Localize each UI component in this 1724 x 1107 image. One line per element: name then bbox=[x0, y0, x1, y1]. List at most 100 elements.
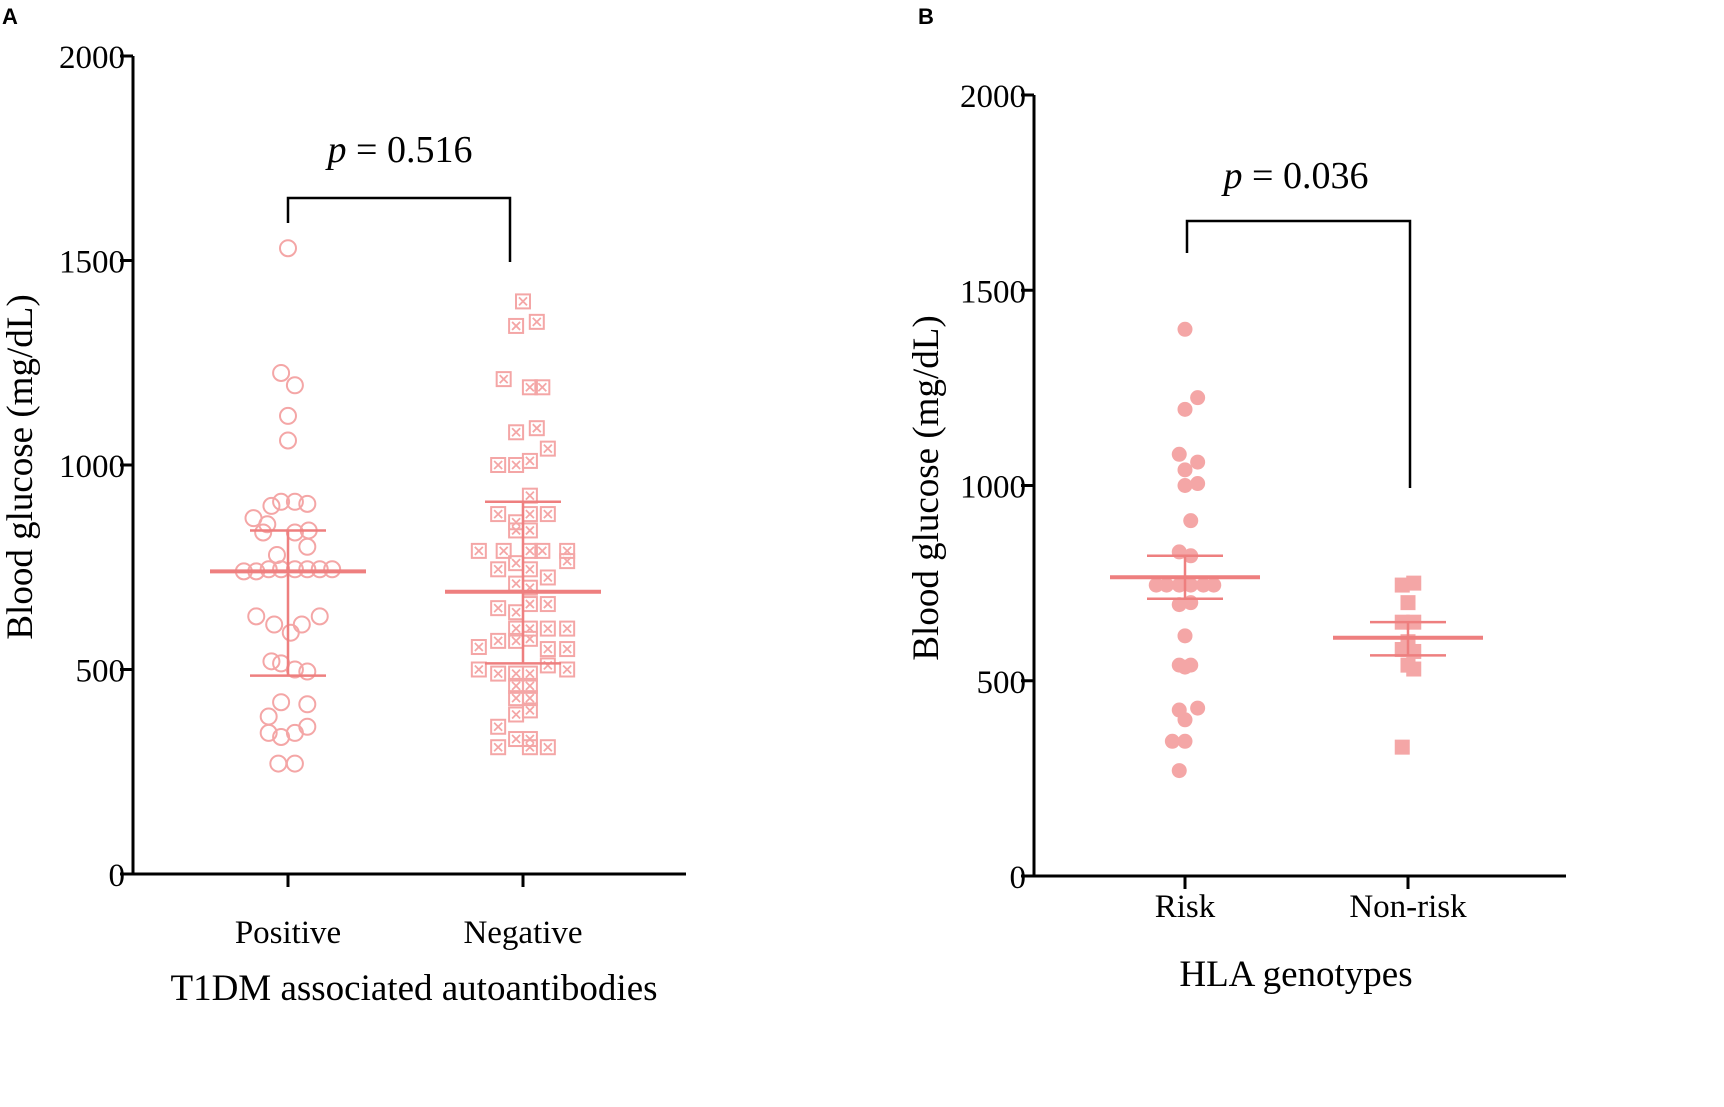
data-point bbox=[521, 522, 538, 539]
data-point bbox=[279, 239, 297, 258]
y-tick-label: 1500 bbox=[960, 274, 1026, 310]
data-point bbox=[258, 515, 277, 534]
data-point bbox=[310, 607, 329, 626]
data-point bbox=[1394, 642, 1410, 658]
data-point-box bbox=[521, 379, 538, 396]
data-point-box bbox=[539, 657, 556, 674]
data-point-box bbox=[539, 569, 556, 586]
data-point-cross bbox=[511, 668, 521, 679]
panel-b-x-axis-title: HLA genotypes bbox=[1179, 954, 1412, 995]
data-point-box bbox=[539, 440, 556, 457]
data-point bbox=[298, 717, 317, 736]
data-point bbox=[490, 632, 507, 649]
data-point bbox=[285, 723, 304, 742]
data-point-box bbox=[521, 665, 538, 682]
data-point-cross bbox=[511, 558, 521, 568]
data-point bbox=[521, 561, 538, 578]
data-point bbox=[298, 494, 317, 513]
data-point bbox=[521, 630, 538, 647]
panel-b-pvalue-p: p bbox=[1221, 155, 1243, 197]
data-point bbox=[508, 457, 525, 473]
data-point-cross bbox=[525, 382, 535, 392]
data-point-cross bbox=[499, 546, 509, 556]
data-point bbox=[281, 623, 300, 642]
data-point-cross bbox=[518, 296, 528, 307]
data-point bbox=[1394, 739, 1410, 755]
data-point bbox=[539, 657, 556, 674]
data-point bbox=[279, 431, 297, 450]
data-point bbox=[470, 661, 487, 678]
data-point bbox=[521, 506, 538, 523]
data-point bbox=[508, 317, 525, 334]
data-point bbox=[272, 693, 291, 712]
data-point-cross bbox=[543, 572, 553, 583]
data-point-box bbox=[470, 639, 487, 656]
data-point bbox=[265, 615, 284, 634]
data-point-cross bbox=[525, 634, 535, 644]
data-point bbox=[259, 723, 278, 742]
x-tick-label: Negative bbox=[463, 915, 582, 951]
data-point bbox=[285, 492, 304, 511]
data-point bbox=[534, 542, 551, 559]
y-tick-label: 500 bbox=[76, 654, 126, 690]
data-point bbox=[539, 506, 556, 523]
data-point-box bbox=[490, 561, 507, 578]
data-point bbox=[310, 560, 329, 579]
data-point-cross bbox=[499, 374, 509, 384]
panel-b-points bbox=[1148, 321, 1422, 779]
data-point bbox=[269, 754, 288, 773]
panel-b-summary-bars bbox=[1110, 554, 1483, 657]
panel-b-y-ticks: 0 500 1000 1500 2000 bbox=[960, 79, 1034, 896]
data-point bbox=[1171, 763, 1187, 779]
data-point bbox=[470, 639, 487, 656]
data-point-cross bbox=[511, 517, 521, 527]
data-point bbox=[539, 569, 556, 586]
data-point-cross bbox=[511, 693, 521, 703]
data-point-cross bbox=[543, 742, 553, 752]
data-point bbox=[1190, 476, 1206, 492]
data-point-cross bbox=[525, 456, 535, 466]
data-point bbox=[298, 695, 317, 714]
data-point bbox=[1190, 700, 1206, 716]
data-point bbox=[1400, 595, 1416, 611]
data-point-cross bbox=[525, 491, 535, 501]
data-point-box bbox=[528, 420, 545, 437]
y-tick-label: 2000 bbox=[960, 79, 1026, 115]
panel-a-pvalue-p: p bbox=[325, 129, 347, 171]
data-point bbox=[1177, 733, 1193, 749]
data-point-box bbox=[490, 457, 507, 473]
data-point-box bbox=[521, 690, 538, 707]
data-point bbox=[272, 363, 291, 382]
data-point-cross bbox=[525, 681, 535, 691]
data-point bbox=[298, 662, 317, 681]
data-point-box bbox=[539, 620, 556, 637]
panel-b-pvalue: p = 0.036 bbox=[1221, 155, 1369, 197]
data-point-box bbox=[490, 665, 507, 682]
data-point-box bbox=[490, 632, 507, 649]
data-point-cross bbox=[525, 668, 535, 679]
panel-b-significance-bracket bbox=[1185, 219, 1412, 488]
data-point-box bbox=[539, 596, 556, 613]
data-point bbox=[508, 604, 525, 621]
data-point bbox=[534, 379, 551, 396]
x-tick-label: Non-risk bbox=[1349, 889, 1467, 925]
data-point-cross bbox=[474, 642, 484, 652]
data-point bbox=[495, 371, 512, 388]
data-point-cross bbox=[511, 607, 521, 617]
data-point bbox=[495, 542, 512, 559]
data-point-cross bbox=[493, 668, 503, 679]
data-point-box bbox=[508, 317, 525, 334]
data-point-box bbox=[490, 739, 507, 756]
data-point-cross bbox=[493, 460, 503, 470]
panel-b-x-ticks: Risk Non-risk bbox=[1155, 876, 1467, 925]
data-point bbox=[272, 492, 291, 511]
data-point bbox=[285, 754, 304, 773]
data-point bbox=[1171, 446, 1187, 462]
data-point-cross bbox=[511, 578, 521, 589]
data-point bbox=[521, 596, 538, 613]
data-point bbox=[1177, 478, 1193, 493]
data-point-cross bbox=[511, 460, 521, 470]
data-point-cross bbox=[511, 709, 521, 720]
data-point-box bbox=[495, 542, 512, 559]
data-point bbox=[508, 514, 525, 531]
